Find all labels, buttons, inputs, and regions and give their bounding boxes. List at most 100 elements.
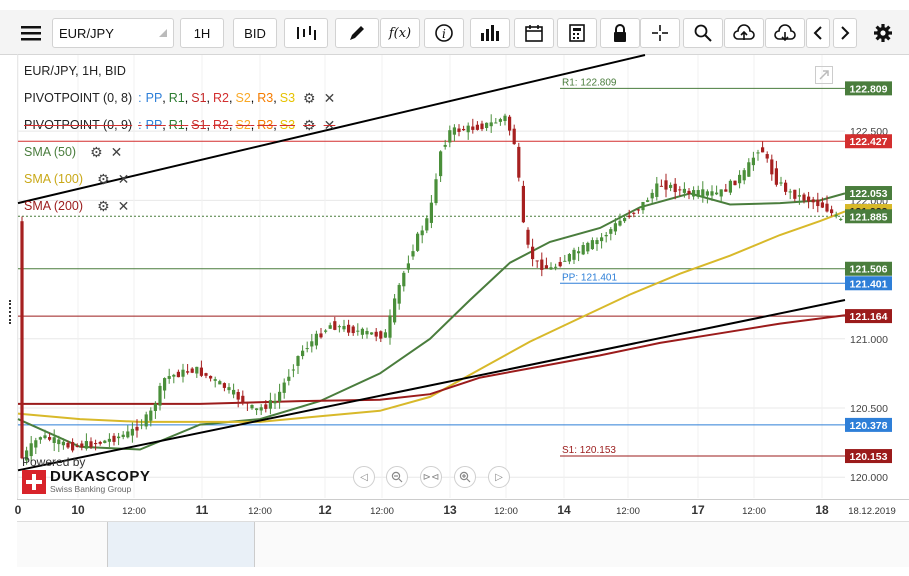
level-tag-label: 122.427 (850, 136, 888, 148)
legend-sma50: SMA (50) ⚙ ✕ (24, 139, 335, 166)
sma100-settings-icon[interactable]: ⚙ (97, 171, 110, 187)
pivot1-s1: S1 (191, 91, 207, 105)
swiss-cross-icon (22, 469, 46, 494)
y-tick-label: 120.500 (850, 403, 888, 415)
level-tag-label: 121.164 (850, 311, 888, 323)
pivot2-r3: R3 (257, 118, 274, 132)
price-tag-label: 121.885 (850, 211, 888, 223)
level-tag-label: 122.809 (850, 83, 888, 95)
zoom-in-icon (459, 471, 471, 483)
navigator-selection[interactable] (107, 522, 255, 567)
volume-button[interactable] (470, 18, 510, 48)
crosshair-icon (652, 25, 668, 41)
svg-text:i: i (442, 27, 446, 41)
pivot2-remove-icon[interactable]: ✕ (323, 117, 336, 133)
indicators-button[interactable]: f(x) (380, 18, 420, 48)
sma50-remove-icon[interactable]: ✕ (110, 144, 123, 160)
pivot1-settings-icon[interactable]: ⚙ (303, 90, 316, 106)
dukascopy-sub: Swiss Banking Group (50, 484, 132, 494)
price-tag (845, 209, 892, 224)
level-tag (845, 417, 892, 432)
comma: , (206, 118, 211, 132)
calendar-button[interactable] (514, 18, 554, 48)
x-axis (17, 499, 909, 522)
price-type-button[interactable]: BID (233, 18, 277, 48)
draw-button[interactable] (335, 18, 379, 48)
candlestick-icon (297, 26, 316, 40)
sma200-settings-icon[interactable]: ⚙ (97, 198, 110, 214)
comma: , (229, 118, 233, 132)
price-tag (845, 186, 892, 201)
menu-button[interactable] (16, 18, 46, 48)
nav-back-button[interactable]: ◁ (353, 466, 375, 488)
pivot1-pp: PP (145, 91, 163, 105)
level-tag (845, 276, 892, 291)
pivot2-settings-icon[interactable]: ⚙ (303, 117, 316, 133)
nav-zoom-out-button[interactable] (386, 466, 408, 488)
legend-instrument: EUR/JPY, 1H, BID (24, 58, 335, 85)
symbol-selector[interactable]: EUR/JPY (52, 18, 174, 48)
timeframe-button[interactable]: 1H (180, 18, 224, 48)
level-tag (845, 134, 892, 149)
y-tick-label: 120.000 (850, 472, 888, 484)
left-scroll-handle[interactable] (9, 300, 15, 324)
chart-type-button[interactable] (284, 18, 328, 48)
comma: , (162, 91, 166, 105)
dukascopy-name: DUKASCOPY (50, 468, 151, 485)
sma50-settings-icon[interactable]: ⚙ (90, 144, 103, 160)
scroll-left-button[interactable] (806, 18, 830, 48)
timeframe-label: 1H (193, 25, 211, 41)
upload-button[interactable] (724, 18, 764, 48)
cloud-download-icon (774, 24, 796, 42)
price-type-label: BID (244, 25, 266, 41)
legend-pivot-1: PIVOTPOINT (0, 8) : PP, R1, S1, R2, S2, … (24, 85, 335, 112)
comma: , (250, 118, 255, 132)
pivot1-r3: R3 (257, 91, 274, 105)
nav-forward-button[interactable]: ▷ (488, 466, 510, 488)
calculator-button[interactable] (557, 18, 597, 48)
level-tag (845, 449, 892, 464)
colon-separator: : (138, 91, 142, 105)
toolbar: EUR/JPY 1H BID f(x) i (0, 10, 909, 55)
instrument-label: EUR/JPY, 1H, BID (24, 64, 126, 78)
chevron-right-icon (841, 26, 850, 40)
comma: , (184, 118, 189, 132)
calendar-icon (525, 25, 543, 42)
price-tags: 122.809 122.427 121.506 121.401 121.164 120.3… (845, 81, 892, 464)
nav-reset-button[interactable]: ⊳⊲ (420, 466, 442, 488)
pivot1-r2: R2 (213, 91, 230, 105)
sma200-remove-icon[interactable]: ✕ (117, 198, 130, 214)
sma50-label: SMA (50) (24, 145, 77, 159)
legend-sma100: SMA (100) ⚙ ✕ (24, 166, 335, 193)
pivot2-pp: PP (145, 118, 163, 132)
comma: , (273, 91, 277, 105)
navigator-panel[interactable] (17, 521, 909, 567)
pivot2-s1: S1 (191, 118, 207, 132)
crosshair-button[interactable] (640, 18, 680, 48)
colon-separator: : (138, 118, 142, 132)
zoom-icon (694, 24, 712, 42)
download-button[interactable] (765, 18, 805, 48)
pivot2-label: PIVOTPOINT (0, 9) (24, 118, 133, 132)
pivot2-r1: R1 (168, 118, 185, 132)
y-tick-label: 121.000 (850, 334, 888, 346)
pivot1-remove-icon[interactable]: ✕ (323, 90, 336, 106)
sma100-remove-icon[interactable]: ✕ (117, 171, 130, 187)
nav-zoom-in-button[interactable] (454, 466, 476, 488)
pencil-icon (350, 26, 364, 40)
expand-chart-button[interactable] (815, 66, 833, 84)
info-button[interactable]: i (424, 18, 464, 48)
chevron-left-icon (813, 26, 822, 40)
scroll-right-button[interactable] (833, 18, 857, 48)
symbol-label: EUR/JPY (59, 25, 114, 41)
level-tag-label: 121.401 (850, 278, 888, 290)
level-tag (845, 261, 892, 276)
legend-sma200: SMA (200) ⚙ ✕ (24, 193, 335, 220)
settings-button[interactable] (868, 18, 898, 48)
zoom-out-icon (391, 471, 403, 483)
pivot1-s3: S3 (279, 91, 296, 105)
price-tag (845, 204, 892, 219)
zoom-button[interactable] (683, 18, 723, 48)
calculator-icon (569, 24, 585, 42)
lock-button[interactable] (600, 18, 640, 48)
